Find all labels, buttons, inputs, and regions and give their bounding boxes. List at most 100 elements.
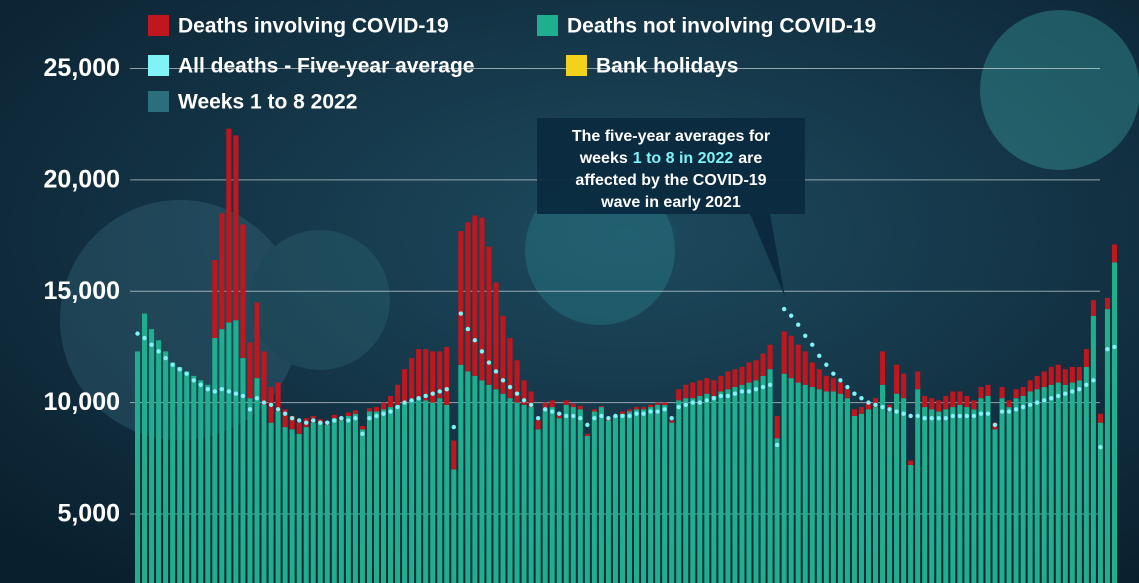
average-dot [318, 420, 323, 425]
bar-segment [837, 393, 843, 583]
bar-segment [788, 335, 794, 379]
bar-segment [1020, 387, 1026, 396]
average-dot [458, 311, 464, 316]
bar-segment [894, 393, 900, 583]
bar-segment [1048, 384, 1054, 583]
bar-segment [163, 351, 169, 583]
average-dot [999, 409, 1005, 414]
bar-segment [1111, 244, 1118, 263]
average-dot [971, 413, 977, 419]
bar-segment [577, 409, 583, 583]
bar-segment [851, 415, 857, 583]
average-dot [304, 420, 309, 425]
bar-segment [809, 387, 815, 583]
annotation-line: affected by the COVID-19 [575, 172, 766, 189]
bar-segment [865, 402, 872, 410]
bar-segment [901, 398, 907, 583]
bar-segment [1006, 407, 1012, 583]
bar-segment [929, 398, 935, 410]
bar-segment [331, 414, 337, 419]
average-dot [212, 389, 218, 394]
bar-segment [767, 344, 773, 370]
bar-segment [1055, 364, 1061, 383]
average-dot [528, 402, 534, 408]
average-dot [901, 411, 906, 416]
bar-segment [1076, 366, 1082, 381]
bar-segment [823, 391, 829, 583]
bar-segment [858, 407, 864, 414]
bar-segment [373, 411, 380, 583]
average-dot [282, 411, 288, 416]
average-dot [1091, 378, 1096, 383]
bar-segment [605, 420, 611, 583]
legend-label: Weeks 1 to 8 2022 [178, 91, 357, 114]
average-dot [177, 366, 182, 372]
bar-segment [444, 404, 450, 583]
bar-segment [289, 415, 295, 430]
bar-segment [704, 378, 710, 394]
bar-segment [887, 411, 893, 583]
average-dot [585, 422, 590, 428]
average-dot [767, 382, 773, 387]
bar-segment [908, 464, 914, 583]
bar-segment [641, 409, 647, 583]
bar-segment [409, 400, 415, 583]
bar-segment [858, 413, 864, 583]
bar-segment [830, 378, 836, 392]
bar-segment [1006, 400, 1012, 408]
bar-segment [619, 413, 626, 583]
average-dot [388, 409, 393, 414]
legend: Deaths involving COVID-19 Deaths not invo… [148, 15, 876, 114]
bar-segment [514, 402, 520, 583]
bar-segment [282, 427, 288, 583]
average-dot [725, 393, 731, 399]
average-dot [156, 349, 161, 354]
bar-segment [964, 395, 970, 408]
average-dot [472, 338, 478, 343]
average-dot [571, 413, 576, 419]
bar-segment [380, 409, 387, 583]
average-dot [1077, 387, 1082, 392]
y-tick-label: 20,000 [44, 166, 120, 194]
average-dot [732, 391, 738, 396]
average-dot [1098, 444, 1103, 450]
bar-segment [352, 410, 358, 414]
average-dot [1056, 393, 1061, 399]
bar-segment [964, 407, 970, 583]
average-dot [395, 404, 400, 410]
bar-segment [549, 400, 555, 408]
bar-segment [669, 420, 675, 423]
bar-segment [549, 407, 555, 583]
bar-segment [1034, 389, 1040, 583]
bar-segment [711, 380, 717, 396]
bar-segment [584, 436, 590, 583]
bar-segment [598, 405, 604, 408]
bar-segment [915, 371, 921, 390]
bar-segment [233, 320, 239, 583]
annotation-text: weeks [579, 150, 628, 167]
bar-segment [753, 380, 759, 583]
bar-segment [563, 400, 569, 405]
average-dot [718, 393, 724, 399]
bar-segment [366, 408, 372, 412]
bar-segment [472, 375, 478, 583]
average-dot [564, 413, 569, 419]
average-dot [690, 400, 695, 405]
bar-segment [388, 407, 394, 583]
average-dot [964, 413, 970, 419]
bar-segment [788, 378, 794, 583]
average-dot [437, 389, 442, 394]
legend-swatch [148, 55, 169, 76]
average-dot [1020, 404, 1026, 410]
bar-segment [837, 382, 843, 394]
average-dot [444, 387, 449, 392]
average-dot [599, 413, 604, 419]
bar-segment [992, 429, 998, 583]
bar-segment [521, 404, 527, 583]
average-dot [311, 418, 316, 423]
bar-segment [739, 384, 745, 583]
bar-segment [739, 366, 745, 385]
bar-segment [662, 404, 668, 583]
average-dot [233, 391, 239, 396]
bar-segment [725, 371, 731, 390]
